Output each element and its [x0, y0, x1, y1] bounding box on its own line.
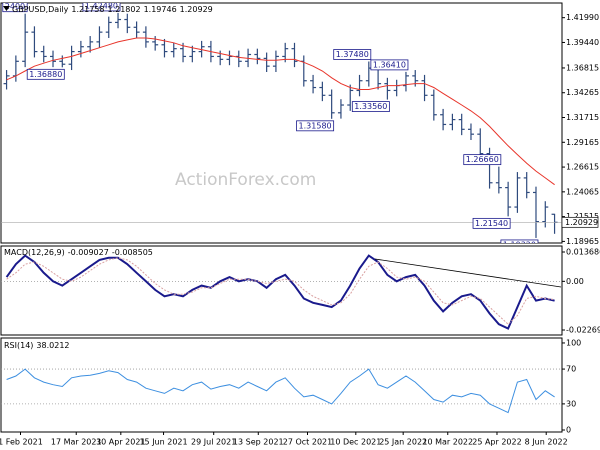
annotation-label: 1.36410 — [373, 60, 406, 69]
x-tick-label: 13 Sep 2021 — [233, 438, 284, 447]
annotation-box — [472, 217, 511, 229]
current-price-box — [561, 216, 599, 228]
symbol: GBPUSD,Daily — [12, 5, 69, 14]
x-tick-label: 15 Jun 2021 — [139, 438, 187, 447]
moving-average — [6, 37, 555, 186]
x-tick-label: 8 Jun 2022 — [525, 438, 568, 447]
annotation-label: 2400 — [5, 2, 25, 11]
y-tick-label: 70 — [566, 365, 576, 374]
x-tick-label: 10 Mar 2022 — [422, 438, 473, 447]
price-header: GBPUSD,Daily 1.21758 1.21802 1.19746 1.20929 — [12, 5, 213, 14]
annotation-label: 1.36880 — [29, 70, 62, 79]
annotation-box — [2, 3, 28, 13]
annotation-label: 1.21540 — [475, 219, 508, 228]
last-open: 1.21758 — [71, 5, 104, 14]
annotation-label: 1.19320 — [503, 240, 536, 249]
last-close: 1.20929 — [180, 5, 213, 14]
annotation-label: 1.31580 — [299, 121, 332, 130]
annotation-box — [500, 239, 539, 243]
annotation-label: 1.33560 — [354, 102, 387, 111]
annotation-box — [463, 154, 502, 166]
y-tick-label: 100 — [566, 338, 581, 347]
x-tick-label: 17 Mar 2021 — [51, 438, 102, 447]
y-tick-label: 1.36815 — [566, 63, 599, 72]
last-low: 1.19746 — [144, 5, 177, 14]
x-tick-label: 25 Apr 2022 — [472, 438, 521, 447]
y-tick-label: 1.26615 — [566, 163, 599, 172]
x-tick-label: 29 Jul 2021 — [191, 438, 236, 447]
indicator-line — [6, 257, 555, 325]
macd-title: MACD(12,26,9) — [4, 248, 65, 257]
macd-last: -0.009027 — [68, 248, 109, 257]
y-tick-label: 1.34265 — [566, 88, 599, 97]
y-tick-label: 0 — [566, 425, 571, 434]
signal-last: -0.008505 — [112, 248, 153, 257]
y-tick-label: 1.31715 — [566, 113, 599, 122]
rsi-last: 38.0212 — [36, 341, 69, 350]
annotation-box — [370, 59, 409, 71]
rsi-panel — [0, 337, 563, 433]
watermark: ActionForex.com — [175, 170, 316, 190]
rsi-title: RSI(14) — [4, 341, 33, 350]
x-tick-label: 10 Dec 2021 — [330, 438, 381, 447]
rsi-header: RSI(14) 38.0212 — [4, 341, 70, 350]
trend-line — [374, 258, 562, 288]
macd-header: MACD(12,26,9) -0.009027 -0.008505 — [4, 248, 153, 257]
macd-panel — [0, 245, 563, 336]
last-high: 1.21802 — [107, 5, 140, 14]
y-tick-label: 1.18965 — [566, 237, 599, 246]
y-tick-label: 0.00 — [566, 277, 584, 286]
y-tick-label: 1.41990 — [566, 13, 599, 22]
annotation-box — [296, 120, 335, 132]
y-tick-label: 1.39440 — [566, 38, 599, 47]
x-tick-label: 25 Jan 2022 — [379, 438, 427, 447]
price-bars: 2400 1.36880 1.42480 1.31580 1.37480 1.33560 1… — [1, 1, 562, 249]
annotation-box — [26, 68, 65, 80]
x-tick-label: 1 Feb 2021 — [0, 438, 43, 447]
indicator-line — [6, 368, 555, 414]
x-tick-label: 30 Apr 2021 — [96, 438, 145, 447]
annotation-label: 1.42480 — [85, 1, 118, 10]
y-tick-label: 1.29165 — [566, 138, 599, 147]
y-tick-label: -0.022698 — [566, 326, 600, 335]
indicator-line — [5, 254, 555, 330]
current-price-label: 1.20929 — [565, 218, 598, 227]
symbol-menu-icon[interactable] — [3, 6, 10, 11]
annotation-box — [82, 3, 121, 12]
annotation-box — [351, 101, 390, 112]
y-tick-label: 0.013686 — [566, 248, 600, 257]
annotation-label: 1.37480 — [336, 50, 369, 59]
annotation-box — [333, 49, 372, 60]
y-tick-label: 1.24065 — [566, 187, 599, 196]
y-tick-label: 1.21515 — [566, 212, 599, 221]
price-panel — [0, 2, 563, 244]
x-tick-label: 27 Oct 2021 — [283, 438, 332, 447]
y-tick-label: 30 — [566, 399, 576, 408]
annotation-label: 1.26660 — [466, 155, 499, 164]
